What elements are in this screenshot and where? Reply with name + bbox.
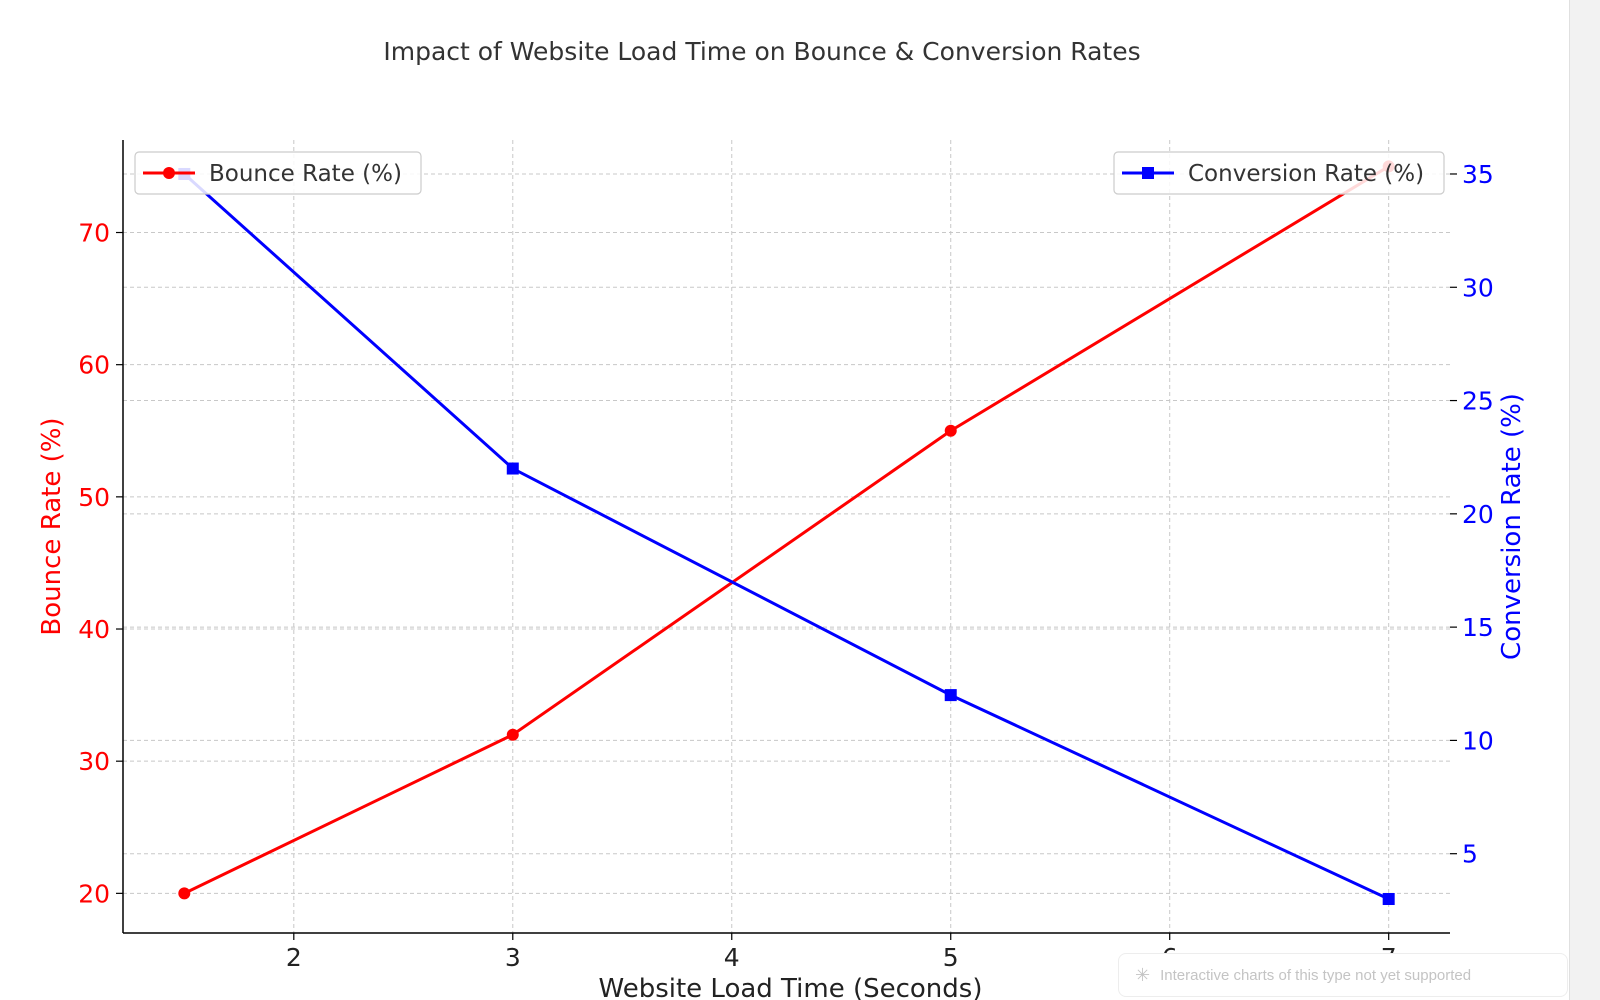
legend-label: Conversion Rate (%)	[1188, 161, 1424, 187]
y-right-axis-label: Conversion Rate (%)	[1497, 393, 1527, 660]
data-point-1	[506, 462, 519, 475]
x-tick-label: 5	[943, 943, 959, 972]
legend-marker	[1142, 167, 1154, 179]
y-left-tick-label: 20	[78, 879, 110, 908]
data-point-0	[178, 887, 191, 900]
y-right-tick-label: 10	[1462, 726, 1494, 755]
notice-text: Interactive charts of this type not yet …	[1160, 966, 1472, 984]
legend-marker	[163, 167, 175, 179]
legend-conversion-rate: Conversion Rate (%)	[1113, 151, 1445, 195]
data-point-1	[1382, 893, 1395, 906]
legend-bounce-rate: Bounce Rate (%)	[134, 151, 422, 195]
y-right-tick-label: 25	[1462, 387, 1494, 416]
y-left-tick-label: 60	[78, 351, 110, 380]
x-axis-label: Website Load Time (Seconds)	[599, 974, 983, 1000]
y-right-tick-label: 30	[1462, 273, 1494, 302]
legend-box	[1113, 151, 1445, 195]
chart-title: Impact of Website Load Time on Bounce & …	[383, 37, 1140, 66]
x-tick-label: 2	[286, 943, 302, 972]
y-left-tick-label: 70	[78, 219, 110, 248]
unsupported-chart-notice: ✳ Interactive charts of this type not ye…	[1118, 953, 1568, 997]
series-line-0	[183, 165, 1390, 895]
y-right-tick-label: 5	[1462, 840, 1478, 869]
series-line-1	[183, 172, 1390, 901]
y-left-axis-label: Bounce Rate (%)	[37, 417, 67, 635]
legend-label: Bounce Rate (%)	[209, 161, 402, 187]
x-tick-label: 4	[724, 943, 740, 972]
y-right-tick-label: 35	[1462, 160, 1494, 189]
data-point-0	[506, 728, 519, 741]
data-point-0	[944, 424, 957, 437]
y-left-tick-label: 50	[78, 483, 110, 512]
scrollbar-track[interactable]	[1569, 0, 1600, 1000]
grid-lines	[123, 140, 1450, 933]
y-right-tick-label: 15	[1462, 613, 1494, 642]
y-left-tick-label: 30	[78, 747, 110, 776]
data-point-1	[944, 689, 957, 702]
y-left-tick-label: 40	[78, 615, 110, 644]
legend-box	[134, 151, 422, 195]
x-tick-label: 3	[505, 943, 521, 972]
y-right-tick-label: 20	[1462, 500, 1494, 529]
sparkle-icon: ✳	[1135, 964, 1151, 985]
